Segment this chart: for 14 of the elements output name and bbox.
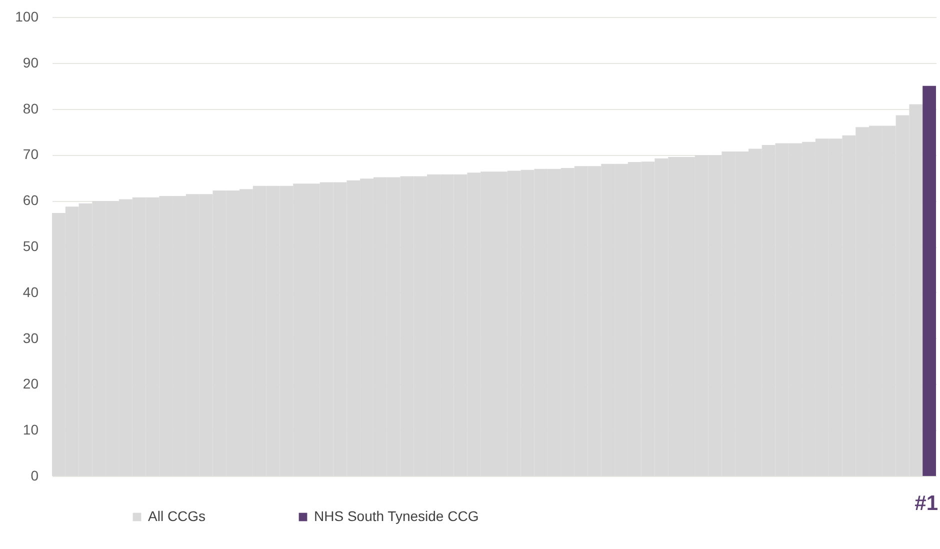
text: #1 (914, 492, 938, 515)
y-tick-label: 20 (22, 376, 39, 392)
y-tick-label: 10 (22, 422, 39, 438)
y-tick-label: 100 (15, 8, 39, 24)
y-tick-label: 80 (22, 100, 39, 116)
y-tick-label: 70 (22, 146, 39, 162)
y-tick-label: 60 (22, 192, 39, 208)
legend-label: All CCGs (148, 508, 206, 524)
legend-label: NHS South Tyneside CCG (314, 508, 479, 524)
y-tick-label: 40 (22, 284, 39, 300)
y-tick-label: 30 (22, 330, 39, 346)
y-tick-label: 90 (22, 54, 39, 70)
y-tick-label: 0 (30, 468, 39, 484)
y-tick-label: 50 (22, 238, 39, 254)
